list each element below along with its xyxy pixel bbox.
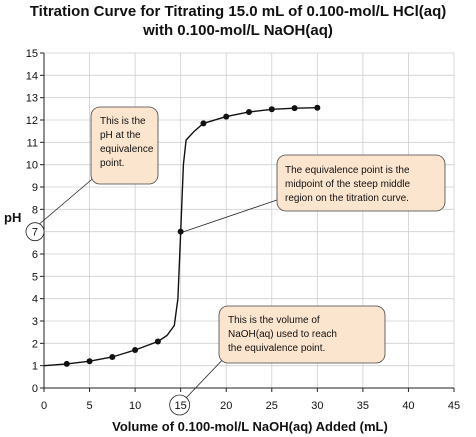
data-point xyxy=(268,106,275,113)
y-tick-label: 3 xyxy=(32,316,38,328)
data-point xyxy=(314,104,321,111)
volume-equivalence-note-box xyxy=(218,305,386,364)
y-tick-label: 10 xyxy=(26,160,38,172)
data-point xyxy=(246,108,252,115)
x-tick-label: 5 xyxy=(86,400,92,412)
equivalence-point-note-line: midpoint of the steep middle xyxy=(285,179,411,190)
volume-equivalence-note-line: NaOH(aq) used to reach xyxy=(228,329,337,340)
x-tick-label: 30 xyxy=(311,400,323,412)
chart-title: Titration Curve for Titrating 15.0 mL of… xyxy=(30,3,446,20)
y-tick-label: 2 xyxy=(32,338,38,350)
y-tick-label: 5 xyxy=(32,271,38,283)
y-tick-label: 8 xyxy=(32,204,38,216)
annotations: This is the pH at the equivalence point. The… xyxy=(90,106,446,364)
ph-equivalence-note-line: point. xyxy=(100,158,124,169)
data-point xyxy=(86,358,93,365)
equivalence-point-note-box xyxy=(276,154,446,212)
x-tick-label: 40 xyxy=(402,400,414,412)
ph-equivalence-note-line: pH at the xyxy=(100,130,141,141)
x-tick-label: 25 xyxy=(266,400,278,412)
y-tick-label: 13 xyxy=(26,93,38,105)
y-tick-label: 15 xyxy=(26,48,38,60)
ph-equivalence-leader xyxy=(29,174,98,233)
y-tick-label: 4 xyxy=(32,294,38,306)
ph-equivalence-note-line: equivalence xyxy=(100,144,154,155)
data-point xyxy=(63,360,70,367)
equivalence-point-leader xyxy=(179,199,278,234)
data-point xyxy=(154,338,161,345)
equivalence-point-note-line: The equivalence point is the xyxy=(285,165,410,176)
data-point xyxy=(200,120,207,127)
y-tick-label: 1 xyxy=(32,361,38,373)
y-tick-label: 11 xyxy=(27,137,38,149)
x-tick-label: 20 xyxy=(220,400,232,412)
data-point xyxy=(177,228,184,235)
y-tick-label: 7 xyxy=(32,227,38,239)
data-point xyxy=(109,353,116,360)
volume-equivalence-note-line: the equivalence point. xyxy=(228,343,325,354)
y-tick-label: 12 xyxy=(26,115,38,127)
y-tick-label: 6 xyxy=(32,249,38,261)
x-tick-label: 10 xyxy=(129,400,141,412)
y-tick-highlight-circle xyxy=(25,222,45,242)
x-tick-highlight-circle xyxy=(169,394,191,416)
x-tick-label: 0 xyxy=(41,400,47,412)
data-point xyxy=(223,113,230,120)
y-axis-label: pH xyxy=(4,210,21,225)
data-point xyxy=(132,347,139,354)
x-tick-label: 45 xyxy=(448,400,460,412)
ph-equivalence-note-box xyxy=(90,106,159,185)
data-point xyxy=(291,105,298,112)
chart-subtitle: with 0.100-mol/L NaOH(aq) xyxy=(142,22,333,39)
ph-equivalence-note-line: This is the xyxy=(100,116,146,127)
titration-curve xyxy=(43,104,321,367)
x-tick-label: 35 xyxy=(357,400,369,412)
x-axis-label: Volume of 0.100-mol/L NaOH(aq) Added (mL… xyxy=(112,419,388,434)
y-tick-label: 9 xyxy=(32,182,38,194)
volume-equivalence-note-line: This is the volume of xyxy=(228,315,320,326)
equivalence-point-note-line: region on the titration curve. xyxy=(285,193,409,204)
y-tick-label: 14 xyxy=(26,70,38,82)
y-tick-label: 0 xyxy=(32,383,38,395)
x-tick-label: 15 xyxy=(175,400,187,412)
